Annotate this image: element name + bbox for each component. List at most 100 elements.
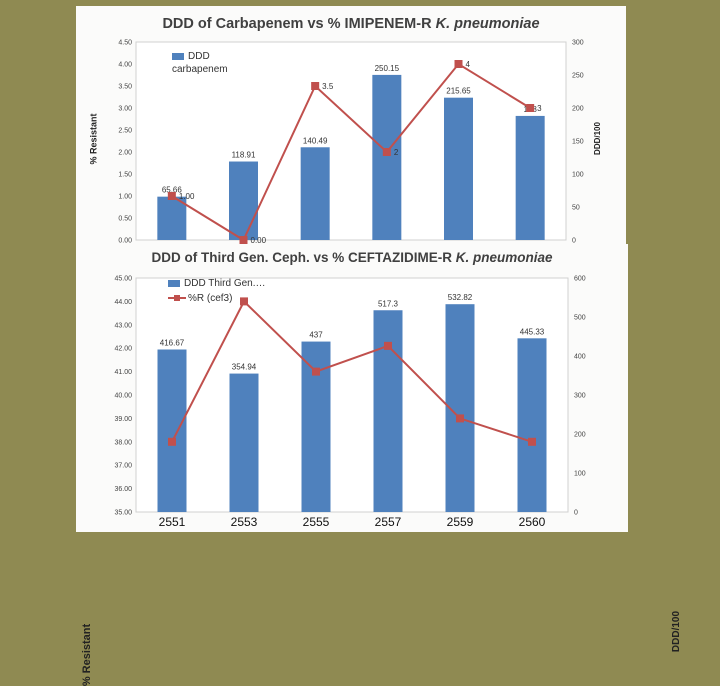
- resistance-point: [456, 414, 464, 423]
- legend: DDD carbapenem: [172, 50, 242, 76]
- chart-title: DDD of Carbapenem vs % IMIPENEM-R K. pne…: [76, 16, 626, 32]
- left-tick-label: 42.00: [114, 346, 132, 353]
- y-axis-right-label: DDD/100: [671, 610, 683, 653]
- legend-bar-swatch: [172, 52, 184, 60]
- legend-bar-swatch: [168, 279, 180, 287]
- y-axis-left-label: % Resistant: [88, 113, 99, 165]
- resistance-point: [168, 437, 176, 446]
- resistance-point: [167, 192, 176, 200]
- resistance-point: [526, 104, 535, 112]
- y-axis-left-label: % Resistant: [81, 623, 94, 686]
- bar: [373, 310, 403, 512]
- left-tick-label: 4.50: [118, 40, 132, 47]
- legend-bar-label: DDD Third Gen.…: [184, 278, 266, 289]
- left-tick-label: 44.00: [114, 299, 132, 306]
- resistance-point: [311, 82, 320, 90]
- chart-third-gen-ceph-svg: 35.00 36.00 37.00 38.00 39.00 40.00 41.00 42.00…: [114, 276, 586, 530]
- left-tick-label: 40.00: [114, 393, 132, 400]
- chart-title-text: DDD of Third Gen. Ceph. vs % CEFTAZIDIME…: [151, 250, 456, 265]
- bar-data-label: 250.15: [375, 64, 400, 73]
- left-tick-label: 43.00: [114, 322, 132, 329]
- chart-carbapenem-svg: 0.000.501.001.502.002.503.003.504.004.50…: [118, 40, 584, 246]
- chart-carbapenem: 0.00 0.50 1.00 1.50 2.00 2.50 3.00 3.50 4.00 4.50…: [76, 6, 626, 246]
- right-tick-label: 600: [574, 276, 586, 283]
- resistance-point: [384, 341, 392, 350]
- bar-data-label: 118.91: [232, 151, 256, 160]
- legend-bar-label: DDD carbapenem: [172, 51, 228, 75]
- chart-title-text: DDD of Carbapenem vs % IMIPENEM-R: [162, 16, 436, 32]
- chart-title-organism: K. pneumoniae: [455, 250, 553, 265]
- bar-data-label: 65.66: [162, 186, 183, 195]
- bar: [157, 196, 187, 240]
- bar: [229, 161, 258, 240]
- resistance-point: [312, 367, 320, 376]
- right-tick-label: 100: [572, 172, 584, 179]
- line-data-label: 0.00: [251, 236, 267, 245]
- bar-data-label: 517.3: [378, 299, 399, 308]
- right-tick-label: 150: [572, 139, 584, 146]
- resistance-point: [240, 297, 248, 306]
- x-tick-label: 2557: [375, 515, 402, 529]
- plot-area: [135, 277, 569, 513]
- line-data-label: 4: [466, 60, 471, 69]
- bar: [515, 115, 545, 240]
- left-tick-label: 1.00: [118, 194, 132, 201]
- right-tick-label: 400: [574, 354, 586, 361]
- legend-line-swatch: [168, 295, 186, 302]
- left-tick-label: 39.00: [114, 416, 132, 423]
- bar-data-label: 140.49: [303, 136, 328, 145]
- right-tick-label: 100: [574, 471, 586, 478]
- bar: [372, 74, 402, 240]
- resistance-point: [454, 60, 463, 68]
- resistance-line: [171, 62, 531, 242]
- bar: [517, 338, 547, 512]
- chart-title-organism: K. pneumoniae: [435, 16, 540, 32]
- legend-line-label: %R (cef3): [188, 293, 233, 304]
- right-tick-label: 300: [574, 393, 586, 400]
- legend-bar-item: DDD Third Gen.…: [168, 278, 266, 289]
- x-tick-label: 2560: [519, 515, 546, 529]
- resistance-point: [528, 437, 536, 446]
- x-tick-label: 2551: [159, 515, 186, 529]
- left-tick-label: 4.00: [118, 62, 132, 69]
- left-tick-label: 38.00: [114, 439, 132, 446]
- left-tick-label: 2.00: [118, 150, 132, 157]
- bar-data-label: 445.33: [520, 327, 545, 336]
- bar-data-label: 354.94: [232, 363, 257, 372]
- x-tick-label: 2553: [231, 515, 258, 529]
- right-tick-label: 300: [572, 40, 584, 47]
- left-tick-label: 45.00: [114, 276, 132, 283]
- bar-data-label: 437: [309, 331, 323, 340]
- x-tick-label: 2559: [447, 515, 474, 529]
- right-tick-label: 500: [574, 315, 586, 322]
- line-data-label: 3: [537, 104, 542, 113]
- right-tick-label: 250: [572, 73, 584, 80]
- bar-data-label: 416.67: [160, 338, 185, 347]
- bar: [157, 349, 187, 512]
- line-data-label: 3.5: [322, 82, 334, 91]
- left-tick-label: 41.00: [114, 369, 132, 376]
- legend: DDD Third Gen.… %R (cef3): [168, 278, 266, 304]
- right-tick-label: 0: [572, 238, 576, 245]
- left-tick-label: 36.00: [114, 486, 132, 493]
- right-tick-label: 200: [574, 432, 586, 439]
- left-tick-label: 35.00: [114, 510, 132, 517]
- bar: [300, 147, 330, 240]
- plot-area: [135, 41, 567, 241]
- left-tick-label: 0.00: [118, 238, 132, 245]
- left-tick-label: 3.50: [118, 84, 132, 91]
- resistance-point: [239, 236, 248, 244]
- left-tick-label: 3.00: [118, 106, 132, 113]
- line-data-label: 2: [394, 148, 399, 157]
- bar-data-label: 532.82: [448, 293, 473, 302]
- left-tick-label: 1.50: [118, 172, 132, 179]
- bar: [444, 97, 473, 241]
- right-tick-label: 200: [572, 106, 584, 113]
- left-tick-label: 2.50: [118, 128, 132, 135]
- legend-line-item: %R (cef3): [168, 293, 266, 304]
- bar-data-label: 215.65: [446, 87, 471, 96]
- right-tick-label: 0: [574, 510, 578, 517]
- chart-third-gen-ceph: 35.00 36.00 37.00 38.00 39.00 40.00 41.00 42.00…: [76, 244, 682, 686]
- bar: [229, 373, 259, 512]
- left-tick-label: 37.00: [114, 463, 132, 470]
